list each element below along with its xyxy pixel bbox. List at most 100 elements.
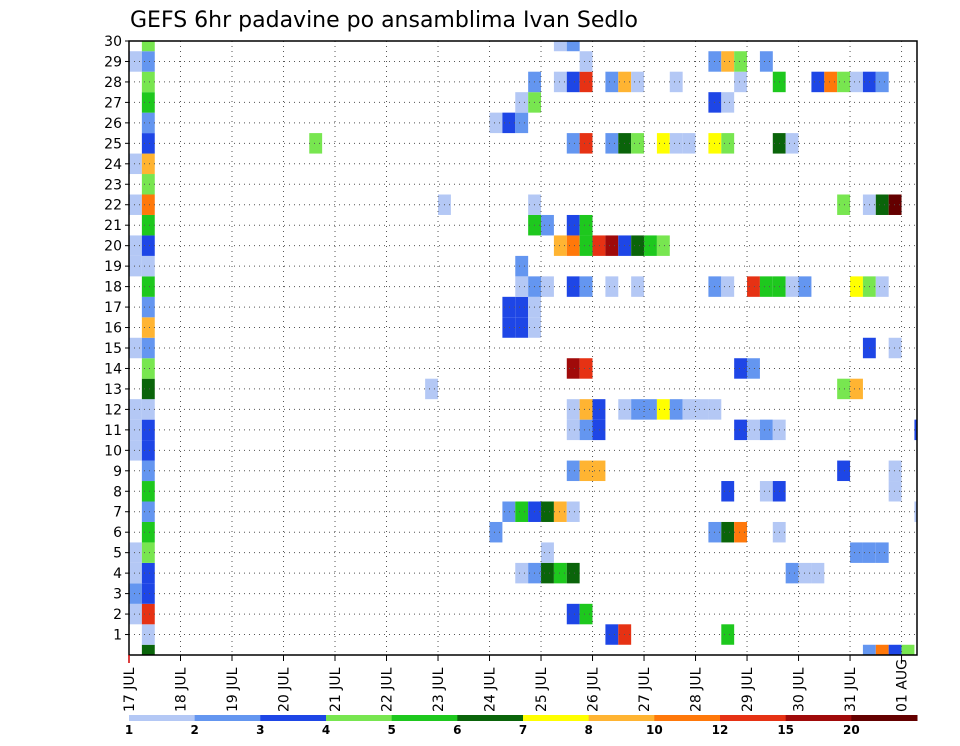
heatmap-cell [566,133,580,154]
heatmap-cell [631,133,645,154]
heatmap-cell [141,378,155,400]
heatmap-cell [515,112,529,134]
heatmap-cell [721,92,735,113]
heatmap-cell [579,133,593,154]
heatmap-cell [141,296,155,318]
heatmap-cell [592,399,606,420]
x-tick-label: 23 JUL [431,667,447,712]
cells-layer [129,41,917,655]
heatmap-cell [888,481,902,502]
heatmap-cell [141,133,155,154]
heatmap-cell [837,460,851,482]
heatmap-cell [644,235,657,256]
x-tick-label: 31 JUL [843,667,859,712]
heatmap-cell [553,235,567,256]
y-tick-label: 22 [104,198,122,214]
heatmap-cell [785,133,799,154]
heatmap-cell [129,542,142,563]
heatmap-cell [759,481,773,502]
heatmap-cell [747,276,760,297]
heatmap-cell [631,71,645,93]
x-tick-label: 17 JUL [122,667,138,712]
heatmap-cell [644,399,657,420]
legend-swatch [654,715,721,721]
heatmap-cell [914,419,917,441]
legend-label: 4 [322,723,330,737]
heatmap-cell [541,562,554,584]
legend-swatch [391,715,458,721]
heatmap-cell [129,419,142,441]
y-tick-label: 14 [104,361,122,377]
heatmap-cell [129,583,142,604]
y-tick-label: 7 [113,505,122,521]
heatmap-cell [566,276,580,297]
heatmap-cell [129,337,142,359]
heatmap-cell [734,71,748,93]
heatmap-cell [141,440,155,461]
heatmap-cell [141,521,155,543]
y-tick-label: 26 [104,116,122,132]
heatmap-cell [734,358,748,379]
heatmap-cell [669,71,683,93]
heatmap-cell [579,399,593,420]
heatmap-cell [129,399,142,420]
x-tick-label: 26 JUL [586,667,602,712]
heatmap-cell [734,419,748,441]
heatmap-cell [566,214,580,236]
legend-label: 3 [256,723,264,737]
heatmap-cell [579,358,593,379]
legend-swatch [720,715,787,721]
heatmap-cell [875,194,889,215]
x-tick-label: 25 JUL [534,667,550,712]
heatmap-cell [875,644,889,655]
heatmap-cell [566,235,580,256]
heatmap-cell [631,276,645,297]
heatmap-cell [141,51,155,72]
legend: 1 2 3 4 5 6 7 8 10 12 15 20 [125,715,918,737]
heatmap-cell [721,624,735,645]
heatmap-cell [502,112,516,134]
heatmap-cell [811,71,825,93]
legend-swatch [129,715,196,721]
heatmap-cell [141,214,155,236]
legend-label: 2 [190,723,198,737]
heatmap-cell [579,71,593,93]
heatmap-cell [141,399,155,420]
heatmap-cell [579,214,593,236]
heatmap-cell [747,358,760,379]
heatmap-cell [141,337,155,359]
heatmap-cell [553,501,567,522]
x-tick-label: 01 AUG [895,659,911,712]
legend-label: 10 [646,723,663,737]
heatmap-cell [566,419,580,441]
y-tick-label: 21 [104,218,122,234]
heatmap-cell [605,71,619,93]
legend-label: 5 [387,723,395,737]
heatmap-cell [669,133,683,154]
heatmap-cell [515,317,529,338]
heatmap-cell [837,194,851,215]
heatmap-cell [850,378,863,400]
y-tick-label: 15 [104,341,122,357]
y-tick-label: 11 [104,423,122,439]
legend-swatch [326,715,393,721]
heatmap-cell [605,235,619,256]
heatmap-cell [541,214,554,236]
heatmap-cell [141,419,155,441]
heatmap-cell [888,644,902,655]
y-tick-label: 6 [113,525,122,541]
y-tick-label: 13 [104,382,122,398]
heatmap-cell [141,194,155,215]
heatmap-cell [669,399,683,420]
heatmap-cell [721,276,735,297]
heatmap-cell [566,460,580,482]
heatmap-cell [888,337,902,359]
heatmap-cell [875,542,889,563]
heatmap-cell [592,235,606,256]
heatmap-cell [862,644,876,655]
x-tick-label: 30 JUL [792,667,808,712]
heatmap-cell [785,562,799,584]
heatmap-cell [515,92,529,113]
x-axis: 17 JUL 18 JUL 19 JUL 20 JUL 21 JUL 22 JUL 23 J… [122,655,911,712]
y-tick-label: 28 [104,75,122,91]
